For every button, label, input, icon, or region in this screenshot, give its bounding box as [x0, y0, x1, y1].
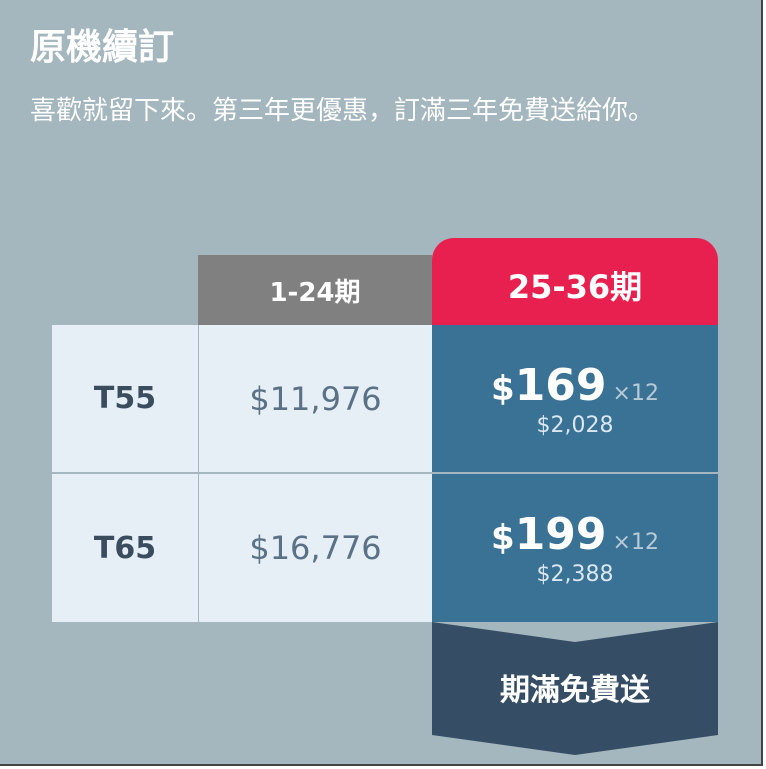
- total-price: $2,388: [536, 562, 614, 587]
- monthly-price: 169: [514, 359, 607, 411]
- multiplier: ×12: [612, 380, 659, 406]
- free-label: 期滿免費送: [500, 673, 650, 708]
- header-period-25-36: 25-36期: [432, 238, 718, 325]
- model-t55: T55: [52, 325, 198, 472]
- monthly-price: 199: [514, 509, 607, 560]
- total-price: $2,028: [536, 412, 614, 438]
- model-t65: T65: [52, 474, 198, 622]
- price-t65-25-36: $199 ×12 $2,388: [432, 474, 718, 622]
- free-ribbon: [432, 622, 718, 755]
- header-period-1-24: 1-24期: [198, 255, 432, 325]
- currency: $: [491, 368, 515, 409]
- multiplier: ×12: [612, 530, 659, 555]
- currency: $: [491, 518, 515, 558]
- price-t65-1-24: $16,776: [199, 474, 432, 622]
- price-t55-1-24: $11,976: [199, 325, 432, 472]
- price-t55-25-36: $169 ×12 $2,028: [432, 325, 718, 472]
- page-title: 原機續訂: [30, 27, 175, 68]
- subtitle: 喜歡就留下來。第三年更優惠，訂滿三年免費送給你。: [30, 96, 655, 126]
